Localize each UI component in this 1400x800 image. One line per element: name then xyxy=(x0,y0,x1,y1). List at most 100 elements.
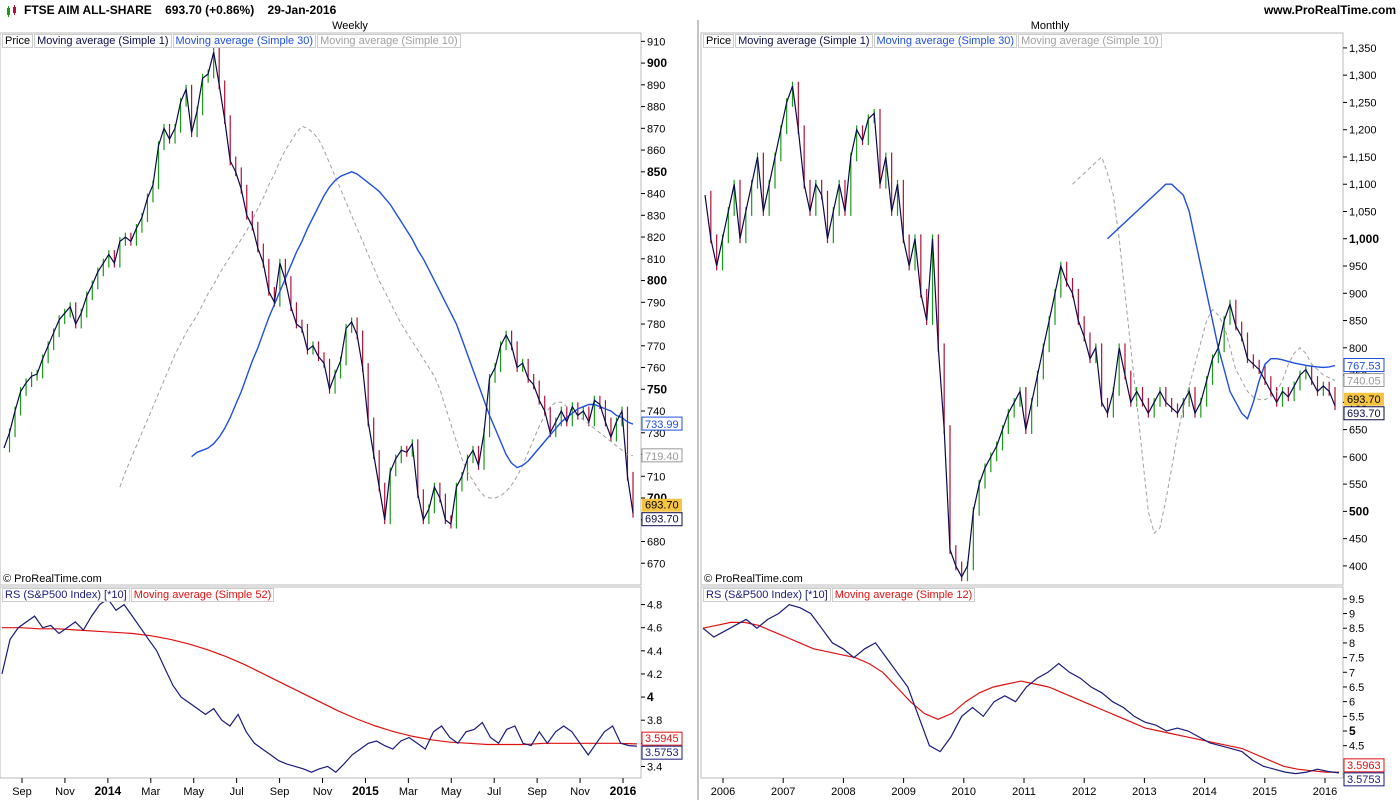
monthly-rs-tick-label: 5.5 xyxy=(1349,711,1364,723)
top-bar: FTSE AIM ALL-SHARE 693.70 (+0.86%) 29-Ja… xyxy=(0,0,1400,20)
monthly-price-frame xyxy=(700,32,1344,586)
monthly-x-tick-label: 2014 xyxy=(1192,786,1216,798)
weekly-ma30-line xyxy=(191,171,634,469)
monthly-y-tick-label: 650 xyxy=(1349,425,1367,437)
monthly-rs-tick-label: 4.5 xyxy=(1349,741,1364,753)
weekly-rs-ma-line xyxy=(2,627,638,746)
weekly-y-tick-label: 880 xyxy=(647,102,665,114)
monthly-y-tick-label: 850 xyxy=(1349,316,1367,328)
weekly-x-tick-label: May xyxy=(441,786,462,798)
weekly-x-tick-label: Mar xyxy=(399,786,418,798)
monthly-x-tick-label: 2016 xyxy=(1313,786,1337,798)
legend-rs-ma[interactable]: Moving average (Simple 12) xyxy=(831,588,976,602)
weekly-last-price-box xyxy=(642,498,682,512)
weekly-ma30-flag: 733.99 xyxy=(645,419,679,431)
weekly-x-tick-label: Sep xyxy=(527,786,547,798)
weekly-rs-flag: 3.5753 xyxy=(645,747,679,759)
quote-date: 29-Jan-2016 xyxy=(267,3,337,17)
weekly-x-tick-label: Sep xyxy=(12,786,32,798)
weekly-rs-tick-label: 4.6 xyxy=(647,623,662,635)
weekly-rs-tick-label: 4 xyxy=(647,690,654,704)
monthly-rs-tick-label: 7 xyxy=(1349,667,1355,679)
monthly-rs-ma-flag: 3.5963 xyxy=(1347,760,1381,772)
monthly-y-tick-label: 800 xyxy=(1349,343,1367,355)
legend-ma1[interactable]: Moving average (Simple 1) xyxy=(735,34,873,48)
legend-ma30[interactable]: Moving average (Simple 30) xyxy=(873,34,1018,48)
weekly-x-tick-label: Nov xyxy=(313,786,333,798)
monthly-y-tick-label: 600 xyxy=(1349,452,1367,464)
weekly-y-tick-label: 840 xyxy=(647,189,665,201)
weekly-ma1-line xyxy=(3,52,634,526)
weekly-ma10-flag-box xyxy=(641,448,683,463)
monthly-y-tick-label: 1,150 xyxy=(1349,152,1377,164)
price-change: 693.70 (+0.86%) xyxy=(165,3,255,17)
weekly-price-frame xyxy=(0,32,642,586)
monthly-rs-line xyxy=(702,604,1340,775)
weekly-rs-tick-label: 4.8 xyxy=(647,600,662,612)
monthly-price-legend: Price Moving average (Simple 1) Moving a… xyxy=(703,34,1163,48)
weekly-y-tick-label: 790 xyxy=(647,297,665,309)
monthly-ma30-flag: 767.53 xyxy=(1347,361,1381,373)
weekly-x-tick-label: Sep xyxy=(270,786,290,798)
weekly-y-tick-label: 810 xyxy=(647,254,665,266)
weekly-y-tick-label: 900 xyxy=(647,56,667,70)
weekly-price-legend: Price Moving average (Simple 1) Moving a… xyxy=(2,34,462,48)
legend-ma10[interactable]: Moving average (Simple 10) xyxy=(317,34,461,48)
monthly-rs-flag-box xyxy=(1343,772,1385,787)
monthly-y-tick-label: 1,050 xyxy=(1349,206,1377,218)
weekly-rs-tick-label: 3.4 xyxy=(647,761,662,773)
monthly-rs-tick-label: 8.5 xyxy=(1349,623,1364,635)
weekly-rs-frame xyxy=(0,586,642,779)
monthly-last-price-box xyxy=(1344,392,1384,406)
weekly-x-tick-label: Jul xyxy=(487,786,501,798)
monthly-x-tick-label: 2011 xyxy=(1012,786,1036,798)
weekly-y-tick-label: 680 xyxy=(647,537,665,549)
monthly-rs-tick-label: 9 xyxy=(1349,609,1355,621)
weekly-y-tick-label: 770 xyxy=(647,341,665,353)
monthly-y-tick-label: 1,350 xyxy=(1349,43,1377,55)
weekly-x-tick-label: 2016 xyxy=(610,784,637,798)
monthly-y-tick-label: 950 xyxy=(1349,261,1367,273)
weekly-y-tick-label: 820 xyxy=(647,232,665,244)
weekly-ma1-flag: 693.70 xyxy=(645,514,679,526)
monthly-ma1-line xyxy=(704,85,1336,579)
monthly-y-tick-label: 550 xyxy=(1349,479,1367,491)
weekly-x-tick-label: 2014 xyxy=(95,784,122,798)
instrument-title: FTSE AIM ALL-SHARE 693.70 (+0.86%) 29-Ja… xyxy=(24,3,346,17)
legend-ma30[interactable]: Moving average (Simple 30) xyxy=(172,34,317,48)
monthly-y-tick-label: 1,250 xyxy=(1349,97,1377,109)
monthly-rs-tick-label: 7.5 xyxy=(1349,653,1364,665)
monthly-rs-tick-label: 6.5 xyxy=(1349,682,1364,694)
weekly-rs-tick-label: 3.8 xyxy=(647,715,662,727)
weekly-y-tick-label: 670 xyxy=(647,558,665,570)
monthly-ma30-line xyxy=(1107,183,1336,420)
weekly-y-tick-label: 710 xyxy=(647,471,665,483)
monthly-x-tick-label: 2010 xyxy=(952,786,976,798)
monthly-x-tick-label: 2008 xyxy=(831,786,855,798)
weekly-rs-ma-flag-box xyxy=(641,731,683,746)
legend-rs-ma[interactable]: Moving average (Simple 52) xyxy=(130,588,275,602)
weekly-x-tick-label: Mar xyxy=(141,786,160,798)
website-link[interactable]: www.ProRealTime.com xyxy=(1263,3,1396,17)
monthly-y-tick-label: 1,100 xyxy=(1349,179,1377,191)
legend-ma1[interactable]: Moving average (Simple 1) xyxy=(34,34,172,48)
monthly-rs-ma-flag-box xyxy=(1343,758,1385,773)
monthly-rs-flag: 3.5753 xyxy=(1347,774,1381,786)
monthly-rs-tick-label: 8 xyxy=(1349,638,1355,650)
monthly-rs-tick-label: 6 xyxy=(1349,697,1355,709)
weekly-y-tick-label: 740 xyxy=(647,406,665,418)
legend-price[interactable]: Price xyxy=(2,34,34,48)
monthly-last-price-flag: 693.70 xyxy=(1347,394,1381,406)
weekly-y-tick-label: 910 xyxy=(647,36,665,48)
legend-price[interactable]: Price xyxy=(703,34,735,48)
legend-rs[interactable]: RS (S&P500 Index) [*10] xyxy=(2,588,130,602)
candlestick-logo-icon xyxy=(7,5,16,17)
monthly-ma30-flag-box xyxy=(1343,358,1385,373)
weekly-ma10-line xyxy=(119,125,634,499)
weekly-rs-flag-box xyxy=(641,745,683,760)
monthly-ma10-flag-box xyxy=(1343,372,1385,387)
legend-ma10[interactable]: Moving average (Simple 10) xyxy=(1018,34,1162,48)
legend-rs[interactable]: RS (S&P500 Index) [*10] xyxy=(703,588,831,602)
monthly-x-tick-label: 2009 xyxy=(891,786,915,798)
